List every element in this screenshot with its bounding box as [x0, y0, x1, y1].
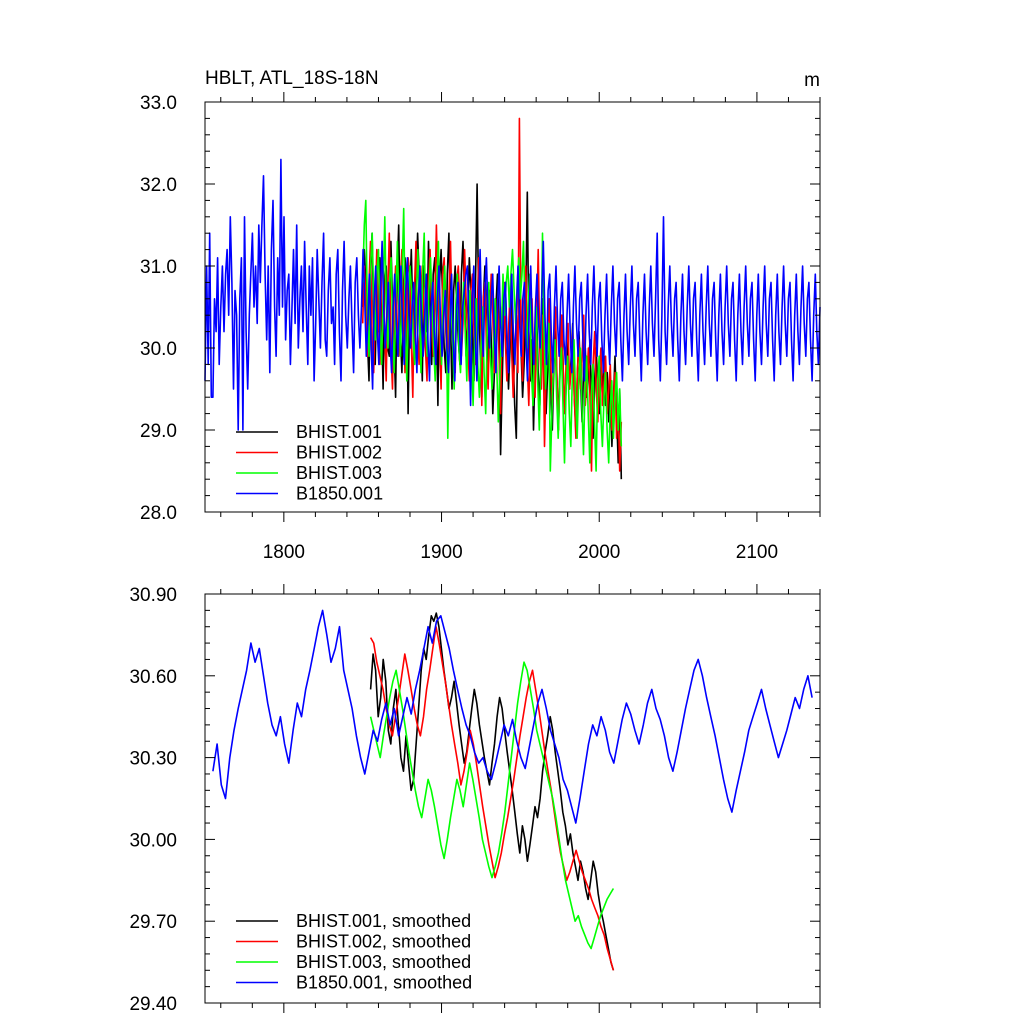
y-tick-label: 30.90 — [129, 585, 177, 606]
x-tick-label: 1800 — [263, 542, 305, 563]
y-tick-label: 31.0 — [140, 257, 177, 278]
top-plot-frame — [204, 101, 821, 513]
legend-label-b1850-001: B1850.001 — [296, 484, 383, 504]
bottom-plot-frame — [204, 593, 821, 1004]
legend-label-bhist-002: BHIST.002 — [296, 443, 382, 463]
y-tick-label: 29.0 — [140, 421, 177, 442]
y-tick-label: 32.0 — [140, 175, 177, 196]
legend-label-bhist-001-smoothed: BHIST.001, smoothed — [296, 911, 471, 931]
y-tick-label: 30.60 — [129, 667, 177, 688]
top-panel: HBLT, ATL_18S-18N m 28.0 29.0 30.0 31.0 32.0… — [140, 68, 821, 563]
y-tick-label: 28.0 — [140, 503, 177, 524]
top-x-axis: 1800 1900 2000 2100 — [220, 92, 821, 563]
bottom-series-group — [212, 609, 813, 971]
bottom-x-axis — [220, 584, 821, 1013]
y-tick-label: 33.0 — [140, 93, 177, 114]
legend-label-b1850-001-smoothed: B1850.001, smoothed — [296, 973, 472, 993]
y-tick-label: 30.0 — [140, 339, 177, 360]
y-tick-label: 29.70 — [129, 912, 177, 933]
legend-label-bhist-001: BHIST.001 — [296, 422, 382, 442]
series-line-b1850-001-smoothed — [212, 609, 813, 824]
top-y-axis: 28.0 29.0 30.0 31.0 32.0 33.0 — [140, 93, 820, 524]
y-tick-label: 30.00 — [129, 830, 177, 851]
bottom-panel: 29.40 29.70 30.00 30.30 30.60 30.90 BHIST.001… — [129, 584, 821, 1015]
bottom-y-axis: 29.40 29.70 30.00 30.30 30.60 30.90 — [129, 585, 820, 1015]
series-line-bhist-003 — [361, 199, 623, 472]
y-tick-label: 30.30 — [129, 749, 177, 770]
series-line-bhist-002-smoothed — [369, 625, 615, 971]
legend-label-bhist-002-smoothed: BHIST.002, smoothed — [296, 932, 471, 952]
series-line-b1850-001 — [204, 158, 821, 431]
legend-label-bhist-003: BHIST.003 — [296, 463, 382, 483]
series-line-bhist-003-smoothed — [369, 661, 615, 950]
series-line-bhist-001-smoothed — [369, 612, 615, 971]
x-tick-label: 2100 — [736, 542, 778, 563]
chart-title: HBLT, ATL_18S-18N — [205, 68, 379, 89]
x-tick-label: 2000 — [578, 542, 620, 563]
top-series-group — [204, 117, 821, 480]
legend-label-bhist-003-smoothed: BHIST.003, smoothed — [296, 952, 471, 972]
y-tick-label: 29.40 — [129, 994, 177, 1015]
x-tick-label: 1900 — [420, 542, 462, 563]
units-label: m — [804, 70, 820, 91]
